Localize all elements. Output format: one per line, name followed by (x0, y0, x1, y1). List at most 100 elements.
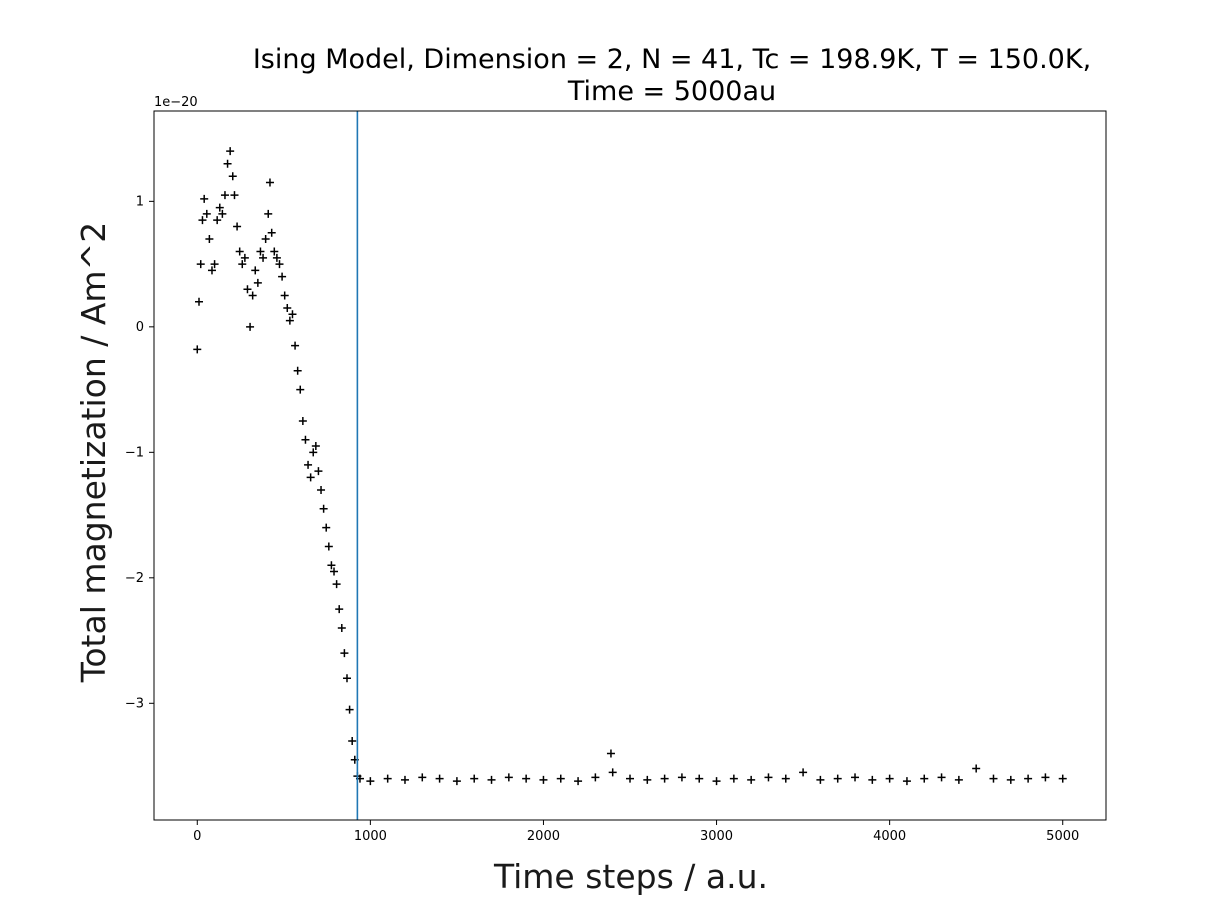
data-point-marker (213, 216, 222, 225)
x-tick-label: 4000 (873, 829, 906, 844)
data-point-marker (280, 291, 289, 300)
data-point-marker (452, 777, 461, 786)
data-point-marker (233, 222, 242, 231)
data-point-marker (251, 266, 260, 275)
data-point-marker (937, 773, 946, 782)
x-tick-label: 1000 (354, 829, 387, 844)
data-point-marker (781, 774, 790, 783)
data-point-marker (319, 504, 328, 513)
data-point-marker (246, 322, 255, 331)
data-point-marker (267, 228, 276, 237)
data-point-marker (342, 674, 351, 683)
data-point-marker (226, 147, 235, 156)
data-point-marker (261, 234, 270, 243)
data-point-marker (264, 209, 273, 218)
data-point-marker (606, 749, 615, 758)
data-point-marker (210, 260, 219, 269)
data-point-marker (920, 774, 929, 783)
y-offset-label: 1e−20 (154, 95, 198, 110)
data-point-marker (220, 191, 229, 200)
data-point-marker (324, 542, 333, 551)
data-point-marker (218, 209, 227, 218)
data-point-marker (764, 773, 773, 782)
data-point-marker (729, 774, 738, 783)
data-point-marker (1041, 773, 1050, 782)
data-point-marker (272, 253, 281, 262)
y-tick-label: −1 (125, 445, 144, 460)
data-point-marker (972, 764, 981, 773)
data-point-marker (487, 775, 496, 784)
data-point-marker (712, 777, 721, 786)
data-point-marker (366, 777, 375, 786)
data-point-marker (400, 775, 409, 784)
data-point-marker (259, 253, 268, 262)
data-point-marker (868, 775, 877, 784)
data-point-marker (1024, 774, 1033, 783)
x-axis-label: Time steps / a.u. (493, 857, 768, 896)
data-point-marker (954, 775, 963, 784)
data-point-marker (291, 341, 300, 350)
data-point-marker (296, 385, 305, 394)
data-point-marker (215, 203, 224, 212)
data-point-marker (301, 435, 310, 444)
data-point-marker (522, 774, 531, 783)
data-point-marker (293, 366, 302, 375)
chart-title-line2: Time = 5000au (567, 76, 776, 107)
x-tick-label: 3000 (700, 829, 733, 844)
data-point-marker (193, 345, 202, 354)
data-point-marker (238, 260, 247, 269)
data-point-marker (306, 473, 315, 482)
x-tick-label: 5000 (1046, 829, 1079, 844)
y-tick-label: −3 (125, 696, 144, 711)
data-point-marker (253, 278, 262, 287)
data-point-marker (311, 442, 320, 451)
data-point-marker (332, 580, 341, 589)
data-point-marker (643, 775, 652, 784)
data-point-marker (196, 260, 205, 269)
data-point-marker (335, 605, 344, 614)
data-point-marker (275, 260, 284, 269)
data-markers (193, 147, 1067, 786)
data-point-marker (317, 485, 326, 494)
data-point-marker (288, 310, 297, 319)
data-point-marker (504, 773, 513, 782)
data-point-marker (556, 774, 565, 783)
data-point-marker (205, 234, 214, 243)
data-point-marker (240, 253, 249, 262)
data-point-marker (799, 768, 808, 777)
data-point-marker (285, 316, 294, 325)
data-point-marker (223, 159, 232, 168)
y-tick-label: −2 (125, 571, 144, 586)
data-point-marker (816, 775, 825, 784)
data-point-marker (298, 416, 307, 425)
data-point-marker (348, 736, 357, 745)
y-axis-label: Total magnetization / Am^2 (74, 222, 113, 683)
y-tick-label: 1 (136, 194, 144, 209)
data-point-marker (200, 194, 209, 203)
data-point-marker (677, 773, 686, 782)
y-tick-label: 0 (136, 320, 144, 335)
data-point-marker (747, 775, 756, 784)
data-point-marker (256, 247, 265, 256)
data-point-marker (235, 247, 244, 256)
data-point-marker (198, 216, 207, 225)
data-point-marker (270, 247, 279, 256)
data-point-marker (340, 649, 349, 658)
data-point-marker (591, 773, 600, 782)
data-point-marker (195, 297, 204, 306)
data-point-marker (243, 285, 252, 294)
x-tick-label: 2000 (527, 829, 560, 844)
data-point-marker (574, 777, 583, 786)
axis-ticks (149, 200, 1064, 825)
data-point-marker (851, 773, 860, 782)
data-point-marker (309, 448, 318, 457)
data-point-marker (230, 191, 239, 200)
data-point-marker (608, 768, 617, 777)
data-point-marker (660, 774, 669, 783)
data-point-marker (695, 774, 704, 783)
data-point-marker (383, 774, 392, 783)
data-point-marker (989, 774, 998, 783)
data-point-marker (626, 774, 634, 783)
data-point-marker (207, 266, 216, 275)
